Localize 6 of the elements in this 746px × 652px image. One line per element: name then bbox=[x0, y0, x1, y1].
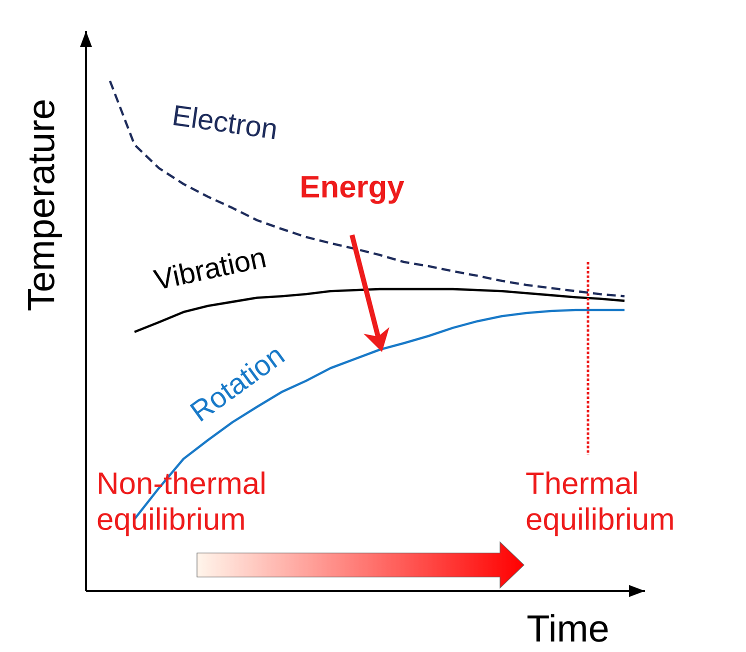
text: Electron bbox=[173, 105, 276, 140]
text: Vibration bbox=[152, 252, 266, 288]
annotation: Energy bbox=[302, 176, 404, 204]
y-axis-title: Temperature bbox=[28, 100, 62, 310]
annotation: Thermal equilibrium bbox=[526, 472, 673, 536]
x-axis-title: Time bbox=[527, 614, 608, 642]
